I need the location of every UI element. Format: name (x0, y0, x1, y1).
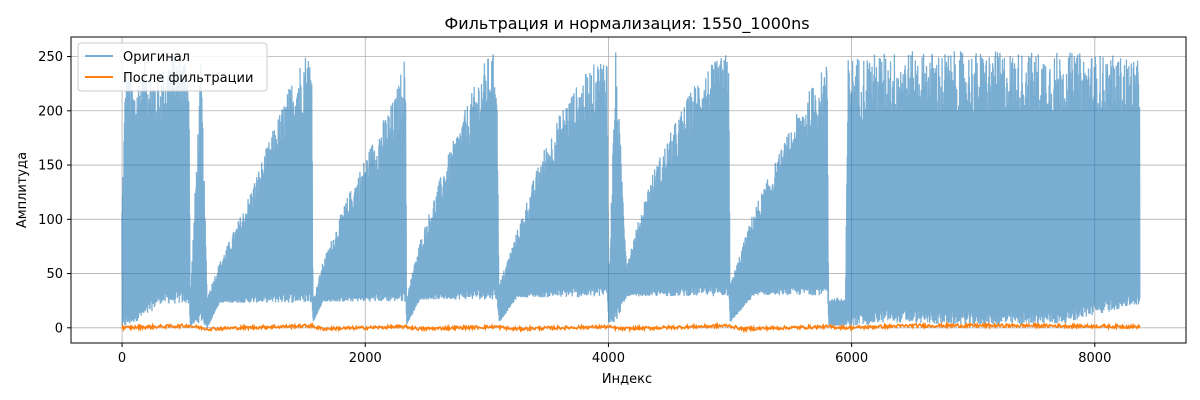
x-axis-label: Индекс (602, 372, 652, 387)
legend-label: После фильтрации (123, 71, 253, 86)
x-tick-label: 6000 (835, 351, 868, 366)
series-filtered-line (121, 320, 1141, 334)
y-tick-label: 50 (46, 267, 63, 282)
y-tick-label: 250 (38, 50, 63, 65)
y-axis-label: Амплитуда (15, 152, 30, 228)
series-original-line (121, 51, 1141, 328)
y-tick-label: 200 (38, 104, 63, 119)
chart-title: Фильтрация и нормализация: 1550_1000ns (444, 14, 809, 34)
legend-label: Оригинал (123, 50, 190, 65)
x-tick-label: 4000 (592, 351, 625, 366)
x-tick-label: 8000 (1078, 351, 1111, 366)
x-tick-label: 0 (118, 351, 126, 366)
x-tick-label: 2000 (349, 351, 382, 366)
series-group (121, 51, 1141, 334)
legend-box (77, 42, 268, 92)
y-tick-label: 100 (38, 213, 63, 228)
y-tick-label: 0 (55, 321, 63, 336)
axes-frame (70, 36, 1187, 344)
y-tick-label: 150 (38, 159, 63, 174)
legend: Оригинал После фильтрации (77, 42, 268, 92)
